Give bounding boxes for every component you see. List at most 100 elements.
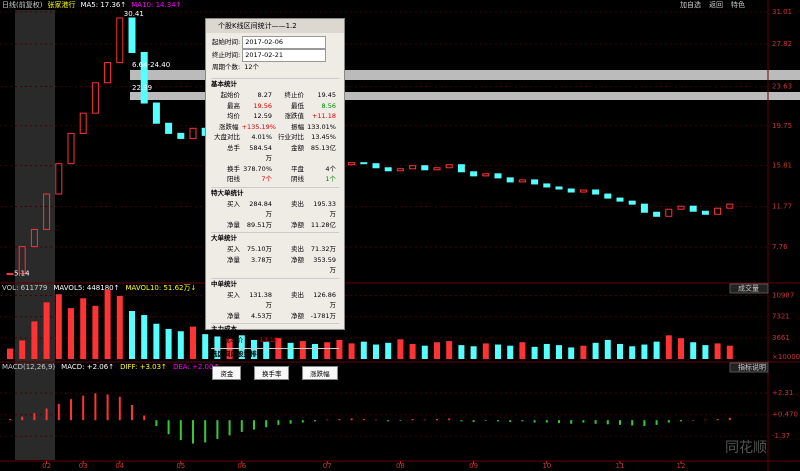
bar [690, 342, 697, 359]
bar [253, 420, 255, 430]
bar [106, 394, 109, 421]
stat-label: 卖出 [291, 199, 304, 208]
bar [275, 338, 282, 359]
stat-value: 19.56 [253, 101, 272, 110]
candle [177, 132, 185, 139]
candle [604, 193, 612, 199]
x-tick-label: 04 [115, 462, 124, 470]
bar [312, 343, 318, 359]
section-title: 基本统计 [211, 80, 237, 88]
bar [692, 420, 695, 421]
stat-label: 阳线 [227, 175, 240, 183]
candle [616, 197, 624, 202]
bar [458, 345, 465, 359]
bar [570, 420, 573, 424]
candle [18, 246, 26, 275]
bar [153, 323, 160, 359]
bar [143, 415, 146, 421]
candle [396, 168, 404, 172]
bar [287, 342, 294, 359]
stat-label: 最高 [227, 101, 240, 110]
y-tick-label: 15.81 [772, 162, 792, 170]
date-input[interactable]: 2017-02-21 [242, 49, 327, 62]
x-tick-label: 08 [396, 462, 405, 470]
bar [556, 345, 562, 359]
bar [43, 302, 50, 359]
bar [129, 311, 135, 359]
bar [277, 420, 280, 425]
top-button[interactable]: 特色 [731, 0, 745, 9]
candle [421, 165, 429, 171]
candle [55, 163, 63, 195]
stats-row: 净量 3.78万 净额 353.59万 [211, 255, 339, 276]
bar [631, 420, 634, 426]
bar [521, 420, 524, 422]
dialog-button[interactable]: 涨跌幅 [302, 365, 338, 380]
bar [470, 346, 477, 359]
candle [665, 208, 673, 217]
dialog-button[interactable]: 资金 [212, 365, 242, 380]
bar [92, 305, 99, 359]
stat-value: +11.18 [311, 112, 336, 120]
stat-value: 3.78万 [251, 255, 272, 264]
bar [653, 341, 660, 359]
stats-section: 基本统计 起始价 8.27 终止价 19.45 最高 19.56 最低 8.56 均价 12.59 涨… [211, 78, 339, 185]
x-tick-label: 10 [542, 462, 551, 470]
date-row: 起始时间: 2017-02-06 [212, 36, 338, 49]
stat-value: 89.51万 [246, 220, 272, 229]
x-tick-label: 07 [323, 462, 332, 470]
candle [140, 51, 148, 104]
bar [204, 420, 207, 443]
bar [680, 420, 682, 422]
bar [68, 308, 74, 359]
candle [348, 162, 356, 166]
bar [702, 345, 709, 359]
count-label: 周期个数: [212, 63, 241, 71]
bar [592, 342, 599, 359]
candle [714, 207, 722, 215]
ranking-title: 选区间内股票排名 [211, 347, 339, 360]
bar [387, 420, 390, 422]
panel-button[interactable] [729, 362, 769, 373]
bar [531, 346, 538, 359]
bar [421, 345, 428, 359]
bar [9, 419, 11, 421]
panel-button[interactable] [729, 283, 769, 294]
bar [484, 420, 487, 421]
date-input[interactable]: 2017-02-06 [242, 36, 327, 49]
y-tick-label: -1.37 [772, 432, 790, 440]
bar [704, 419, 707, 421]
top-button[interactable]: 返回 [709, 1, 723, 9]
bar [436, 419, 438, 421]
candle [67, 132, 75, 165]
dialog-button[interactable]: 换手率 [253, 365, 290, 380]
candle [555, 186, 563, 190]
bar [545, 420, 548, 423]
top-button[interactable]: 加自选 [680, 0, 701, 9]
bar [375, 419, 377, 421]
bar [604, 339, 611, 359]
y-tick-label: 27.82 [772, 40, 792, 48]
stat-label: 最低 [291, 101, 304, 110]
candle [592, 189, 600, 195]
stat-value: 7个 [261, 175, 272, 183]
stat-value: 19.45 [317, 91, 336, 99]
stat-value: 13.45% [311, 133, 336, 141]
selection-shade [15, 10, 55, 460]
stats-dialog[interactable]: 个股K线区间统计——1.2 起始时间: 2017-02-06 终止时间: 2017-02… [205, 18, 345, 380]
stats-row: 买入 131.38万 卖出 126.86万 [211, 290, 339, 311]
bar [226, 338, 233, 359]
stat-label: 金额 [291, 143, 304, 152]
date-label: 起始时间: [212, 38, 241, 46]
stat-label: 净量 [227, 220, 240, 229]
stat-label: 涨跌值 [284, 112, 305, 120]
bar [263, 341, 270, 359]
bar [190, 326, 196, 359]
bar [495, 344, 501, 359]
annotation: 22.39 [132, 84, 152, 92]
candle [726, 203, 734, 209]
bar [94, 393, 97, 421]
section-title: 特大单统计 [211, 188, 244, 197]
bar [397, 339, 404, 359]
